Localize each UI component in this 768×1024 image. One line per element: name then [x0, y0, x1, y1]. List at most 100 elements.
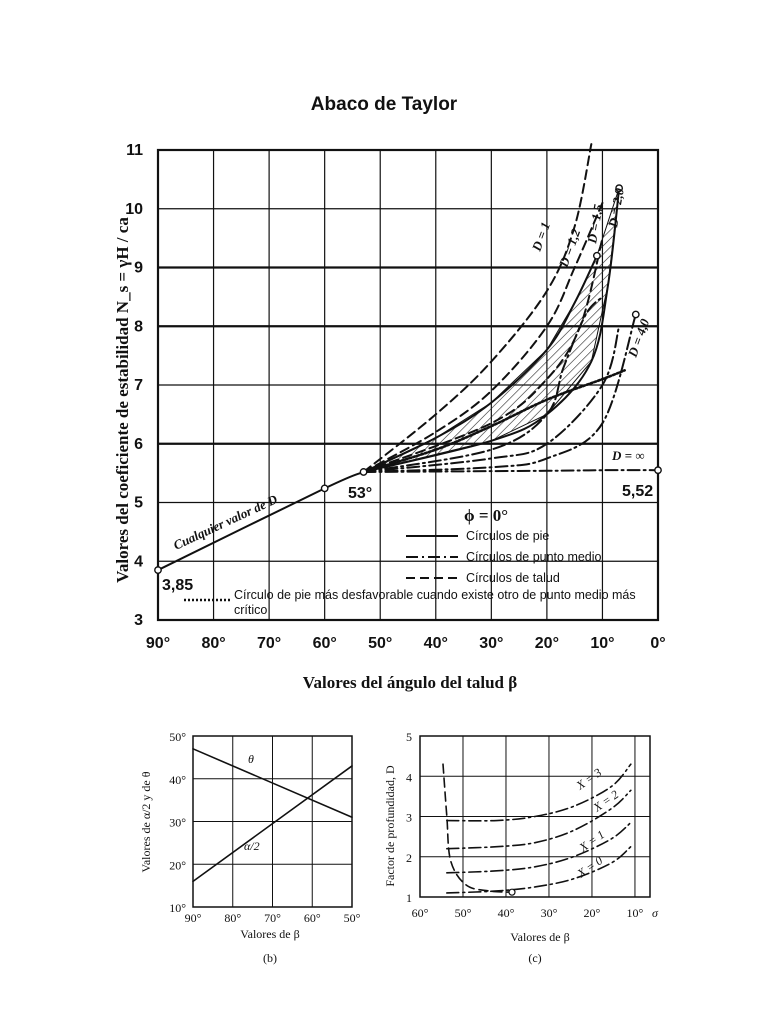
chart-c-x-tick: 60°: [412, 906, 429, 920]
value-385-label: 3,85: [162, 577, 193, 594]
chart-a-x-tick: 90°: [146, 635, 170, 652]
chart-a-x-tick: 50°: [368, 635, 392, 652]
chart-c-point: [508, 888, 516, 896]
chart-a-series-line: [362, 143, 593, 473]
chart-b-grid: [192, 735, 353, 908]
chart-a-y-tick: 7: [134, 377, 143, 394]
angle-53-label: 53°: [348, 485, 372, 502]
chart-c-series-line: [442, 763, 513, 893]
chart-a-y-tick: 4: [134, 553, 143, 570]
chart-b-series-line: [192, 748, 353, 819]
chart-c-series-line: [446, 789, 632, 850]
curve-label-d20: D = 2,0: [605, 186, 627, 229]
chart-a-ylabel: Valores del coeficiente de estabilidad N…: [113, 217, 132, 583]
page-title: Abaco de Taylor: [310, 94, 458, 115]
chart-a-point: [654, 466, 662, 475]
chart-b-x-tick: 60°: [304, 911, 321, 925]
legend-item-desfavorable: Círculo de pie más desfavorable cuando e…: [234, 588, 636, 617]
chart-b-label-alpha: α/2: [244, 839, 260, 853]
chart-a-series: [154, 143, 662, 574]
legend-item-punto-medio: Círculos de punto medio: [466, 550, 602, 564]
chart-b-x-tick: 50°: [344, 911, 361, 925]
chart-a-point: [154, 566, 162, 574]
phi-label: ϕ = 0°: [464, 506, 508, 525]
chart-a-xlabel: Valores del ángulo del talud β: [303, 673, 517, 692]
chart-c-y-tick: 1: [406, 891, 412, 905]
chart-a-grid: [156, 148, 660, 622]
chart-a-point: [359, 468, 368, 476]
curve-label-d15: D = 1,5: [584, 202, 606, 245]
chart-c-series-line: [446, 845, 632, 894]
chart-a-series-line: [362, 295, 604, 473]
chart-a: 90° 80° 70° 60° 50° 40° 30° 20° 10° 0° 3 4 5 6 7 8 9 10 11…: [113, 142, 666, 692]
chart-a-x-tick: 20°: [535, 635, 559, 652]
chart-b-y-tick: 40°: [169, 773, 186, 787]
chart-b-series-line: [192, 765, 353, 883]
chart-c-y-tick: 4: [406, 770, 412, 784]
chart-a-point: [320, 484, 329, 493]
chart-b-y-tick: 10°: [169, 901, 186, 915]
chart-c-label-x2: X = 2: [590, 787, 621, 815]
chart-c-ylabel: Factor de profundidad, D: [383, 765, 397, 887]
chart-a-y-tick: 8: [134, 318, 143, 335]
legend-item-talud: Círculos de talud: [466, 571, 560, 585]
chart-a-series-line: [362, 254, 598, 473]
chart-c-y-tick: 3: [406, 811, 412, 825]
chart-c-series-line: [446, 763, 632, 822]
chart-b-y-tick: 20°: [169, 858, 186, 872]
chart-a-series-line: [157, 470, 365, 572]
chart-c-x-tick: 50°: [455, 906, 472, 920]
value-552-label: 5,52: [622, 483, 653, 500]
chart-a-series-line: [362, 313, 637, 473]
chart-c-y-tick: 2: [406, 851, 412, 865]
chart-a-y-tick: 11: [126, 142, 143, 159]
chart-a-series-line: [362, 187, 621, 473]
chart-a-x-tick: 40°: [424, 635, 448, 652]
chart-a-x-tick: 80°: [201, 635, 225, 652]
chart-a-y-tick: 3: [134, 612, 143, 629]
curve-label-dinf: D = ∞: [611, 448, 645, 463]
chart-b-label-theta: θ: [248, 752, 254, 766]
chart-c-x-tick: 10°: [627, 906, 644, 920]
chart-b-y-tick: 30°: [169, 816, 186, 830]
chart-a-x-tick: 60°: [313, 635, 337, 652]
chart-a-y-tick: 9: [134, 260, 143, 277]
legend-item-pie: Círculos de pie: [466, 529, 549, 543]
chart-c: 60° 50° 40° 30° 20° 10° 1 2 3 4 5 Valores de β Fac…: [383, 730, 659, 965]
chart-a-series-line: [362, 369, 626, 474]
chart-b-x-tick: 80°: [224, 911, 241, 925]
chart-a-x-tick: 70°: [257, 635, 281, 652]
chart-c-label-x3: X = 3: [573, 765, 604, 793]
chart-b-x-tick: 90°: [185, 911, 202, 925]
chart-a-point: [615, 184, 624, 193]
chart-b-caption: (b): [263, 951, 277, 965]
chart-b-xlabel: Valores de β: [240, 927, 299, 941]
chart-a-series-line: [362, 201, 604, 473]
chart-c-caption: (c): [528, 951, 541, 965]
chart-c-xlabel: Valores de β: [510, 930, 569, 944]
chart-a-legend: Círculos de pie Círculos de punto medio …: [184, 529, 636, 617]
chart-a-x-tick: 30°: [479, 635, 503, 652]
chart-c-y-tick: 5: [406, 730, 412, 744]
chart-a-x-tick: 0°: [650, 635, 665, 652]
curve-label-d1: D = 1: [528, 220, 553, 254]
chart-a-point: [592, 251, 601, 260]
chart-b-x-tick: 70°: [264, 911, 281, 925]
chart-c-ticks: 60° 50° 40° 30° 20° 10° 1 2 3 4 5: [406, 730, 644, 920]
chart-a-point: [631, 310, 640, 319]
chart-c-x-extra: σ: [652, 906, 659, 920]
chart-a-series-line: [362, 325, 621, 473]
chart-c-x-tick: 30°: [541, 906, 558, 920]
curve-label-d12: D = 1,2: [555, 226, 583, 270]
chart-b-ticks: 90° 80° 70° 60° 50° 10° 20° 30° 40° 50°: [169, 730, 360, 925]
chart-a-y-tick: 5: [134, 495, 143, 512]
chart-a-y-tick: 6: [134, 436, 143, 453]
chart-c-x-tick: 40°: [498, 906, 515, 920]
curve-label-d40: D = 4,0: [624, 316, 652, 360]
chart-b: 90° 80° 70° 60° 50° 10° 20° 30° 40° 50° Valores d…: [139, 730, 361, 965]
chart-c-series-line: [446, 821, 632, 874]
chart-c-series: [442, 763, 632, 896]
chart-b-y-tick: 50°: [169, 730, 186, 744]
chart-b-series: [192, 748, 353, 883]
